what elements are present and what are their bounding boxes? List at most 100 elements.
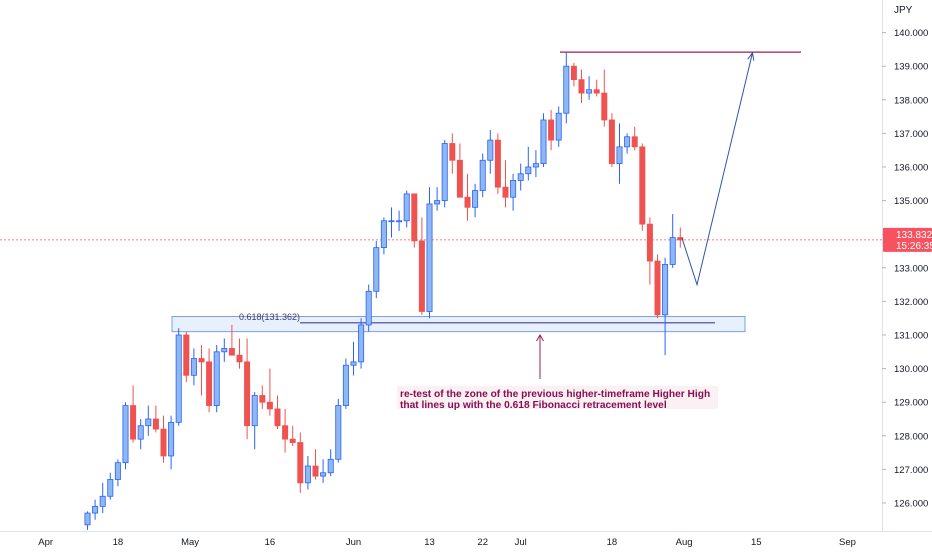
candle[interactable]	[160, 415, 167, 463]
candle-body	[304, 465, 311, 484]
candle[interactable]	[434, 187, 441, 211]
candle[interactable]	[92, 499, 99, 520]
candle[interactable]	[593, 79, 600, 97]
time-tick-label: Aug	[676, 537, 693, 548]
candle[interactable]	[396, 210, 403, 231]
candle[interactable]	[130, 385, 137, 443]
candle[interactable]	[540, 113, 547, 167]
candle[interactable]	[487, 130, 494, 174]
candle-body	[586, 89, 593, 94]
time-tick-label: Sep	[839, 537, 856, 548]
time-tick-label: 18	[113, 537, 124, 548]
candle[interactable]	[570, 62, 577, 87]
candle[interactable]	[578, 69, 585, 104]
current-price-tag: 133.832 15:26:35	[883, 227, 932, 252]
candle[interactable]	[213, 345, 220, 413]
candle-body	[593, 89, 600, 94]
candle[interactable]	[350, 341, 357, 376]
candle-body	[122, 405, 129, 464]
candle-body	[517, 173, 524, 181]
candle[interactable]	[586, 76, 593, 100]
candle-body	[365, 290, 372, 326]
support-zone[interactable]	[171, 316, 746, 333]
candle[interactable]	[304, 455, 311, 490]
projection-path[interactable]	[681, 52, 753, 287]
candle[interactable]	[464, 173, 471, 221]
candle[interactable]	[502, 160, 509, 208]
candle[interactable]	[472, 183, 479, 218]
candle[interactable]	[198, 345, 205, 396]
candle[interactable]	[510, 173, 517, 211]
candle[interactable]	[327, 449, 334, 477]
candle[interactable]	[669, 214, 676, 268]
candle[interactable]	[122, 402, 129, 470]
candle[interactable]	[137, 419, 144, 450]
candle[interactable]	[418, 217, 425, 315]
candle[interactable]	[183, 331, 190, 383]
candle[interactable]	[479, 153, 486, 198]
candle[interactable]	[190, 348, 197, 386]
candle-body	[449, 143, 456, 161]
candle[interactable]	[244, 338, 251, 440]
candle-body	[654, 260, 661, 316]
candle[interactable]	[145, 405, 152, 436]
candle[interactable]	[654, 254, 661, 319]
candle-body	[297, 442, 304, 484]
candle[interactable]	[107, 472, 114, 500]
candle[interactable]	[380, 217, 387, 255]
candle[interactable]	[517, 163, 524, 191]
candle[interactable]	[426, 187, 433, 319]
candle[interactable]	[297, 432, 304, 493]
candle[interactable]	[403, 190, 410, 228]
candle[interactable]	[441, 140, 448, 208]
candle[interactable]	[662, 257, 669, 356]
candle[interactable]	[456, 143, 463, 198]
candle[interactable]	[555, 106, 562, 147]
candle[interactable]	[84, 511, 91, 530]
candle[interactable]	[601, 69, 608, 127]
candle[interactable]	[312, 449, 319, 480]
candle[interactable]	[320, 459, 327, 483]
candle[interactable]	[282, 408, 289, 453]
candle-body	[274, 408, 281, 427]
candle[interactable]	[251, 392, 258, 450]
candle[interactable]	[358, 318, 365, 369]
candle[interactable]	[274, 395, 281, 430]
candle[interactable]	[563, 52, 570, 124]
candle[interactable]	[221, 338, 228, 362]
candle[interactable]	[168, 415, 175, 470]
candle[interactable]	[99, 482, 106, 514]
candle[interactable]	[335, 398, 342, 463]
candle[interactable]	[266, 368, 273, 416]
candle-body	[168, 421, 175, 457]
candle[interactable]	[646, 217, 653, 285]
candle[interactable]	[411, 193, 418, 248]
candle[interactable]	[114, 459, 121, 487]
price-tick-label: 130.000	[894, 364, 928, 375]
candle[interactable]	[532, 150, 539, 178]
candle[interactable]	[342, 358, 349, 409]
candle[interactable]	[365, 284, 372, 332]
candle[interactable]	[608, 113, 615, 167]
candle[interactable]	[548, 109, 555, 151]
candle[interactable]	[289, 425, 296, 446]
candle[interactable]	[616, 123, 623, 184]
candle[interactable]	[494, 133, 501, 194]
candle[interactable]	[228, 324, 235, 356]
candle[interactable]	[639, 143, 646, 231]
candle[interactable]	[624, 133, 631, 154]
candle[interactable]	[631, 126, 638, 151]
candle[interactable]	[449, 133, 456, 174]
candle[interactable]	[206, 348, 213, 413]
time-tick-label: 22	[477, 537, 488, 548]
candle[interactable]	[373, 240, 380, 299]
candle[interactable]	[259, 385, 266, 409]
candle[interactable]	[175, 328, 182, 426]
candle[interactable]	[677, 227, 684, 248]
candle[interactable]	[388, 207, 395, 238]
candle[interactable]	[152, 405, 159, 433]
candle[interactable]	[525, 146, 532, 181]
candle[interactable]	[236, 338, 243, 369]
